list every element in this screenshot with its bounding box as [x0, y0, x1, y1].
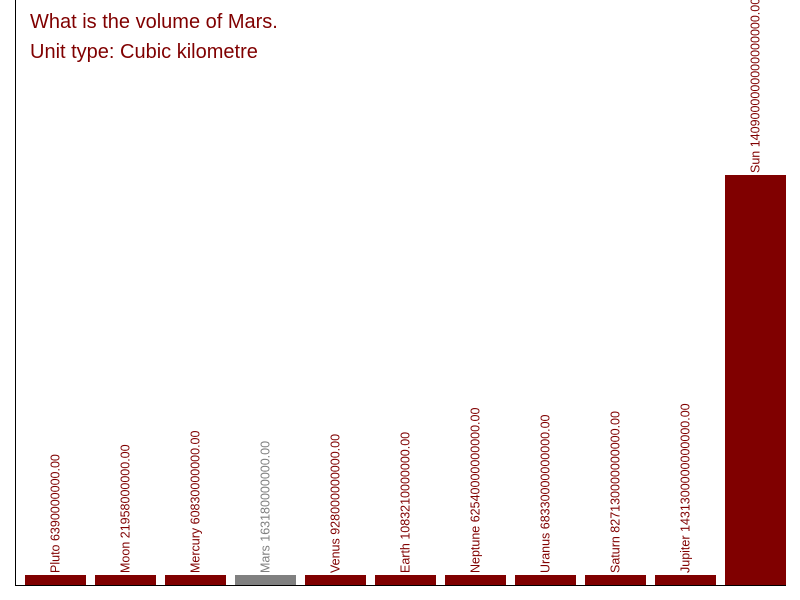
bar-label-pluto: Pluto 6390000000.00	[49, 454, 63, 573]
bar-pluto	[25, 575, 86, 585]
bar-label-mars: Mars 163180000000.00	[259, 441, 273, 573]
bar-label-jupiter: Jupiter 1431300000000000.00	[679, 403, 693, 573]
bar-label-uranus: Uranus 68330000000000.00	[539, 414, 553, 573]
bar-label-neptune: Neptune 62540000000000.00	[469, 408, 483, 573]
chart-subtitle: Unit type: Cubic kilometre	[30, 41, 258, 63]
bar-label-saturn: Saturn 827130000000000.00	[609, 411, 623, 573]
bar-earth	[375, 575, 436, 585]
bar-sun	[725, 175, 786, 585]
bar-labels-group: Pluto 6390000000.00 Moon 21958000000.00 Me…	[49, 0, 763, 573]
bar-jupiter	[655, 575, 716, 585]
chart-title: What is the volume of Mars.	[30, 11, 278, 33]
bar-label-venus: Venus 928000000000.00	[329, 434, 343, 573]
bar-saturn	[585, 575, 646, 585]
bars-group	[25, 175, 786, 585]
bar-label-mercury: Mercury 60830000000.00	[189, 430, 203, 573]
bar-mercury	[165, 575, 226, 585]
bar-moon	[95, 575, 156, 585]
bar-venus	[305, 575, 366, 585]
bar-label-moon: Moon 21958000000.00	[119, 444, 133, 573]
bar-label-earth: Earth 1083210000000.00	[399, 432, 413, 573]
bar-uranus	[515, 575, 576, 585]
bar-label-sun: Sun 1409000000000000000.00	[749, 0, 763, 173]
bar-neptune	[445, 575, 506, 585]
bar-mars	[235, 575, 296, 585]
